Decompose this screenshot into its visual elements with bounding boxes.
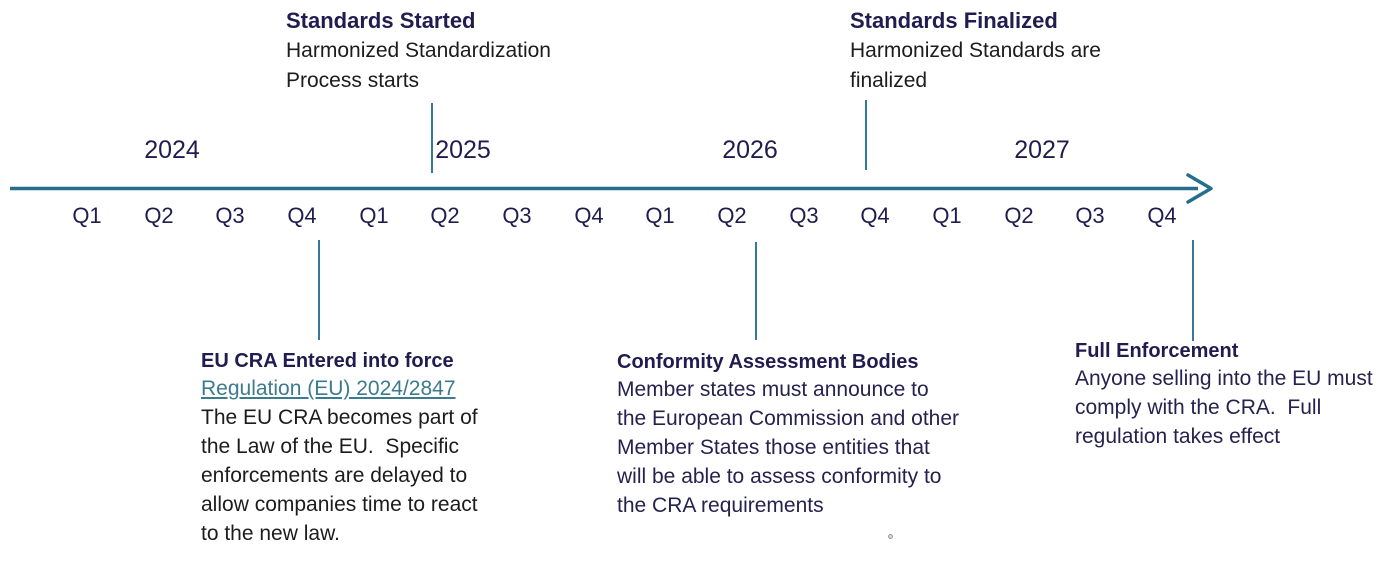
regulation-link[interactable]: Regulation (EU) 2024/2847 xyxy=(201,377,456,400)
year-label-2026: 2026 xyxy=(722,136,778,164)
event-full-enforcement-body: Anyone selling into the EU must comply w… xyxy=(1075,367,1373,448)
event-eu-cra: EU CRA Entered into force Regulation (EU… xyxy=(201,348,478,548)
quarter-label-2024-q1: Q1 xyxy=(72,203,102,228)
quarter-label-2027-q1: Q1 xyxy=(932,203,962,228)
quarter-label-2026-q4: Q4 xyxy=(860,203,890,228)
event-standards-started-title: Standards Started xyxy=(286,8,476,33)
connector-standards-finalized xyxy=(865,100,867,170)
connector-full-enforcement xyxy=(1192,240,1194,341)
quarter-label-2024-q3: Q3 xyxy=(215,203,245,228)
quarter-label-2026-q1: Q1 xyxy=(645,203,675,228)
year-label-2027: 2027 xyxy=(1014,136,1070,164)
connector-eu-cra xyxy=(318,240,320,340)
event-full-enforcement: Full Enforcement Anyone selling into the… xyxy=(1075,338,1373,451)
event-full-enforcement-title: Full Enforcement xyxy=(1075,340,1239,362)
event-conformity: Conformity Assessment Bodies Member stat… xyxy=(617,349,959,520)
quarter-label-2025-q2: Q2 xyxy=(430,203,460,228)
quarter-label-2027-q2: Q2 xyxy=(1004,203,1034,228)
event-standards-started: Standards Started Harmonized Standardiza… xyxy=(286,6,551,96)
quarter-label-2025-q3: Q3 xyxy=(502,203,532,228)
event-eu-cra-body: The EU CRA becomes part of the Law of th… xyxy=(201,406,478,545)
event-standards-finalized: Standards Finalized Harmonized Standards… xyxy=(850,6,1101,96)
event-standards-started-body: Harmonized Standardization Process start… xyxy=(286,39,551,92)
quarter-label-2025-q1: Q1 xyxy=(359,203,389,228)
quarter-label-2027-q4: Q4 xyxy=(1147,203,1177,228)
year-label-2025: 2025 xyxy=(435,136,491,164)
quarter-label-2027-q3: Q3 xyxy=(1075,203,1105,228)
connector-conformity xyxy=(755,242,757,340)
event-standards-finalized-body: Harmonized Standards are finalized xyxy=(850,39,1101,92)
event-conformity-title: Conformity Assessment Bodies xyxy=(617,351,919,373)
stray-dot xyxy=(888,534,893,539)
quarter-label-2024-q4: Q4 xyxy=(287,203,317,228)
event-conformity-body: Member states must announce to the Europ… xyxy=(617,378,960,517)
year-label-2024: 2024 xyxy=(144,136,200,164)
quarter-label-2026-q3: Q3 xyxy=(789,203,819,228)
quarter-label-2025-q4: Q4 xyxy=(574,203,604,228)
event-standards-finalized-title: Standards Finalized xyxy=(850,8,1058,33)
event-eu-cra-title: EU CRA Entered into force xyxy=(201,350,454,372)
connector-standards-started xyxy=(431,103,433,173)
quarter-label-2026-q2: Q2 xyxy=(717,203,747,228)
quarter-label-2024-q2: Q2 xyxy=(144,203,174,228)
